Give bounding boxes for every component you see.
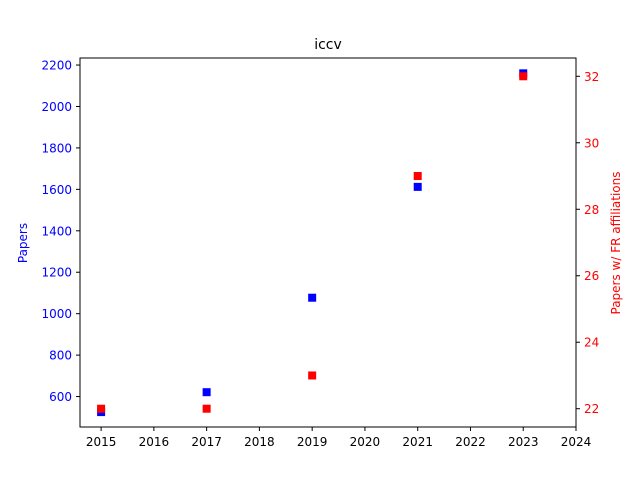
- y-left-tick-label: 1000: [41, 307, 72, 321]
- y-left-tick-label: 1200: [41, 266, 72, 280]
- x-tick-label: 2018: [244, 435, 275, 449]
- papers-point: [413, 182, 422, 191]
- y-left-tick-label: 1600: [41, 183, 72, 197]
- x-tick-label: 2016: [139, 435, 170, 449]
- y-axis-left: 600 800 1000 1200 1400 1600 1800 2000 2200: [41, 59, 80, 404]
- y-left-tick-label: 1400: [41, 224, 72, 238]
- y-axis-left-label: Papers: [16, 223, 30, 263]
- y-right-tick-label: 30: [584, 136, 599, 150]
- y-right-tick-label: 32: [584, 70, 599, 84]
- y-right-tick-label: 26: [584, 269, 599, 283]
- x-tick-label: 2024: [561, 435, 592, 449]
- fr-papers-point: [413, 172, 422, 181]
- x-tick-label: 2015: [86, 435, 117, 449]
- x-tick-label: 2020: [350, 435, 381, 449]
- y-left-tick-label: 1800: [41, 141, 72, 155]
- y-axis-right: 22 24 26 28 30 32: [576, 70, 599, 416]
- plot-marks: [97, 69, 528, 417]
- y-left-tick-label: 2200: [41, 59, 72, 73]
- x-tick-label: 2019: [297, 435, 328, 449]
- papers-point: [308, 293, 317, 302]
- y-left-tick-label: 600: [49, 390, 72, 404]
- fr-papers-point: [519, 72, 528, 81]
- x-tick-label: 2021: [402, 435, 433, 449]
- y-axis-right-label: Papers w/ FR affiliations: [609, 172, 623, 315]
- fr-papers-point: [202, 404, 211, 413]
- x-tick-label: 2022: [455, 435, 486, 449]
- y-left-tick-label: 2000: [41, 100, 72, 114]
- papers-point: [202, 388, 211, 397]
- fr-papers-point: [97, 404, 106, 413]
- y-left-tick-label: 800: [49, 349, 72, 363]
- chart-title: iccv: [314, 37, 342, 53]
- y-right-tick-label: 24: [584, 336, 599, 350]
- fr-papers-point: [308, 371, 317, 380]
- x-axis: 2015 2016 2017 2018 2019 2020 2021 2022 2023 2024: [86, 427, 591, 449]
- y-right-tick-label: 28: [584, 203, 599, 217]
- y-right-tick-label: 22: [584, 402, 599, 416]
- x-tick-label: 2017: [191, 435, 222, 449]
- x-tick-label: 2023: [508, 435, 539, 449]
- plot-frame: [79, 57, 577, 428]
